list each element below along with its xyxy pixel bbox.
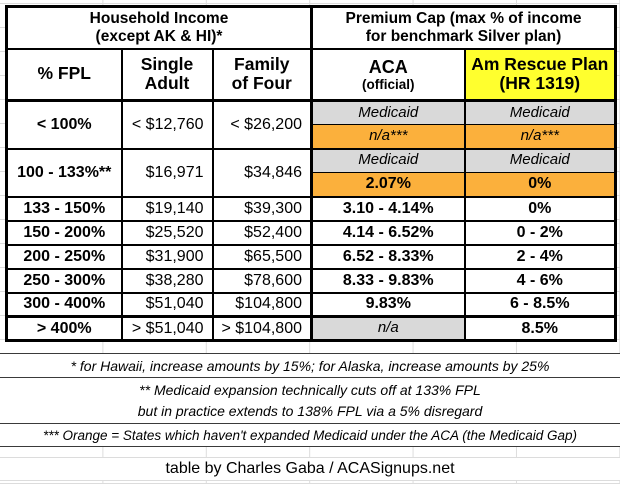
- aca-value-cell: 6.52 - 8.33%: [310, 243, 466, 270]
- table-body: < 100% < $12,760 < $26,200 Medicaid Medicaid…: [5, 99, 617, 342]
- table-subrow: 2.07% 0%: [7, 172, 617, 198]
- family-of-four-cell: $104,800: [211, 291, 313, 318]
- table-row: > 400% > $51,040 > $104,800 n/a 8.5%: [5, 315, 617, 342]
- fpl-cell: < 100%: [5, 99, 123, 150]
- col-header-single-adult: Single Adult: [120, 47, 214, 102]
- fpl-header-label: % FPL: [37, 63, 91, 84]
- fpl-cell: 250 - 300%: [5, 267, 123, 294]
- grid-gap: [0, 447, 620, 457]
- table-row: < 100% < $12,760 < $26,200 Medicaid Medicaid: [5, 99, 617, 150]
- single-adult-cell: $38,280: [120, 267, 214, 294]
- table-row: 250 - 300% $38,280 $78,600 8.33 - 9.83% 4 - …: [5, 267, 617, 294]
- family-of-four-cell: $52,400: [211, 219, 313, 246]
- footnote-medicaid-expansion-line1: ** Medicaid expansion technically cuts o…: [139, 382, 481, 399]
- family-header-line2: of Four: [231, 73, 292, 94]
- arp-value-cell: 0 - 2%: [463, 219, 617, 246]
- footnote-medicaid-gap: *** Orange = States which haven't expand…: [0, 424, 620, 447]
- footnote-hawaii-alaska: * for Hawaii, increase amounts by 15%; f…: [0, 353, 620, 378]
- family-of-four-cell: $78,600: [211, 267, 313, 294]
- group-header-row: Household Income (except AK & HI)* Premi…: [5, 5, 617, 50]
- aca-value-cell: 3.10 - 4.14%: [310, 195, 466, 222]
- fpl-cell: 150 - 200%: [5, 219, 123, 246]
- single-header-line2: Adult: [144, 73, 190, 94]
- col-header-aca: ACA (official): [310, 47, 466, 102]
- aca-header-line1: ACA: [368, 56, 408, 77]
- family-of-four-cell: $34,846: [211, 147, 313, 198]
- aca-value-cell: Medicaid: [310, 99, 466, 125]
- col-header-am-rescue-plan: Am Rescue Plan (HR 1319): [463, 47, 617, 102]
- aca-value-cell: 4.14 - 6.52%: [310, 219, 466, 246]
- income-premium-cap-table: Household Income (except AK & HI)* Premi…: [5, 5, 618, 342]
- col-header-family-of-four: Family of Four: [211, 47, 313, 102]
- aca-value-cell: n/a***: [310, 124, 466, 150]
- arp-value-cell: 4 - 6%: [463, 267, 617, 294]
- single-adult-cell: > $51,040: [120, 315, 214, 342]
- single-adult-cell: $31,900: [120, 243, 214, 270]
- single-adult-cell: $19,140: [120, 195, 214, 222]
- aca-value-cell: n/a: [310, 315, 466, 342]
- fpl-cell: 300 - 400%: [5, 291, 123, 318]
- arp-value-cell: n/a***: [463, 124, 617, 150]
- arp-value-cell: 6 - 8.5%: [463, 291, 617, 318]
- footnote-medicaid-expansion-line2: but in practice extends to 138% FPL via …: [137, 402, 483, 419]
- table-row: 100 - 133%** $16,971 $34,846 Medicaid Medica…: [5, 147, 617, 198]
- single-adult-cell: $16,971: [120, 147, 214, 198]
- premium-cap-group-header: Premium Cap (max % of income for benchma…: [310, 5, 617, 50]
- arp-header-line2: (HR 1319): [499, 73, 581, 94]
- footnote-medicaid-gap-text: *** Orange = States which haven't expand…: [42, 427, 577, 443]
- household-income-title: Household Income: [89, 10, 229, 28]
- aca-value-cell: Medicaid: [310, 147, 466, 173]
- arp-value-cell: Medicaid: [463, 99, 617, 125]
- fpl-cell: 100 - 133%**: [5, 147, 123, 198]
- premium-cap-subtitle: for benchmark Silver plan): [365, 27, 562, 45]
- arp-value-cell: 2 - 4%: [463, 243, 617, 270]
- grid-gap: [0, 342, 620, 353]
- table-subrow: n/a*** n/a***: [7, 124, 617, 150]
- family-of-four-cell: $65,500: [211, 243, 313, 270]
- arp-header-line1: Am Rescue Plan: [471, 53, 609, 74]
- footnote-medicaid-expansion: ** Medicaid expansion technically cuts o…: [0, 378, 620, 424]
- arp-value-cell: 8.5%: [463, 315, 617, 342]
- single-adult-cell: $25,520: [120, 219, 214, 246]
- arp-value-cell: Medicaid: [463, 147, 617, 173]
- fpl-cell: 200 - 250%: [5, 243, 123, 270]
- table-row: 200 - 250% $31,900 $65,500 6.52 - 8.33% 2 - …: [5, 243, 617, 270]
- aca-header-line2: (official): [362, 76, 415, 92]
- arp-value-cell: 0%: [463, 172, 617, 198]
- household-income-subtitle: (except AK & HI)*: [95, 27, 223, 45]
- single-adult-cell: < $12,760: [120, 99, 214, 150]
- table-row: 150 - 200% $25,520 $52,400 4.14 - 6.52% 0 - …: [5, 219, 617, 246]
- family-of-four-cell: < $26,200: [211, 99, 313, 150]
- aca-value-cell: 9.83%: [310, 291, 466, 318]
- single-header-line1: Single: [140, 53, 194, 74]
- col-header-fpl: % FPL: [5, 47, 123, 102]
- premium-cap-title: Premium Cap (max % of income: [345, 10, 582, 28]
- aca-value-cell: 2.07%: [310, 172, 466, 198]
- spreadsheet-sheet: Household Income (except AK & HI)* Premi…: [5, 5, 618, 342]
- table-row: 133 - 150% $19,140 $39,300 3.10 - 4.14% 0%: [5, 195, 617, 222]
- credit-text: table by Charles Gaba / ACASignups.net: [165, 460, 455, 477]
- table-row: 300 - 400% $51,040 $104,800 9.83% 6 - 8.5%: [5, 291, 617, 318]
- credit-line: table by Charles Gaba / ACASignups.net: [0, 457, 620, 481]
- family-of-four-cell: > $104,800: [211, 315, 313, 342]
- household-income-group-header: Household Income (except AK & HI)*: [5, 5, 313, 50]
- arp-value-cell: 0%: [463, 195, 617, 222]
- family-header-line1: Family: [234, 53, 290, 74]
- family-of-four-cell: $39,300: [211, 195, 313, 222]
- single-adult-cell: $51,040: [120, 291, 214, 318]
- fpl-cell: > 400%: [5, 315, 123, 342]
- column-header-row: % FPL Single Adult Family of Four ACA (o…: [5, 47, 617, 102]
- footnote-hawaii-alaska-text: * for Hawaii, increase amounts by 15%; f…: [70, 357, 550, 374]
- fpl-cell: 133 - 150%: [5, 195, 123, 222]
- aca-value-cell: 8.33 - 9.83%: [310, 267, 466, 294]
